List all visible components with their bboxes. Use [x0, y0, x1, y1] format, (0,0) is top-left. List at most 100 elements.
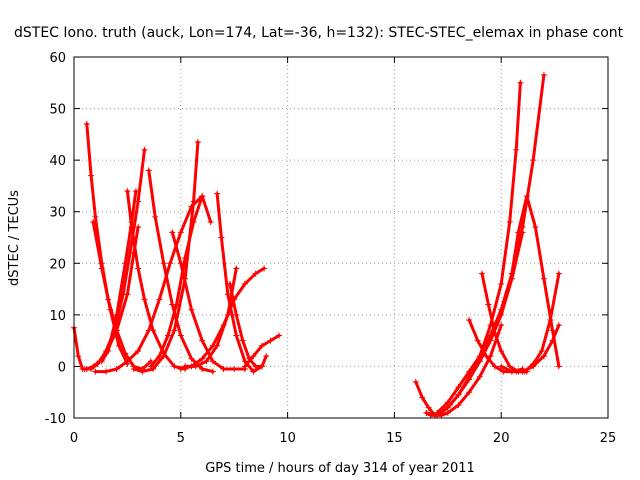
- chart-title: dSTEC Iono. truth (auck, Lon=174, Lat=-3…: [14, 25, 624, 41]
- data-point: [508, 270, 515, 277]
- series-16: [241, 332, 283, 370]
- y-tick-label: -10: [45, 412, 66, 427]
- data-point: [147, 358, 154, 365]
- data-point: [444, 409, 451, 416]
- data-point: [498, 363, 505, 370]
- data-point: [156, 353, 163, 360]
- data-point: [474, 337, 481, 344]
- data-point: [203, 358, 210, 365]
- data-point: [177, 366, 184, 373]
- data-point: [523, 193, 530, 200]
- series-6: [124, 188, 189, 373]
- data-point: [209, 358, 216, 365]
- data-point: [171, 363, 178, 370]
- data-point: [547, 317, 554, 324]
- data-point: [124, 291, 131, 298]
- y-tick-label: 60: [49, 51, 66, 66]
- data-point: [209, 342, 216, 349]
- data-point: [466, 389, 473, 396]
- data-point: [487, 332, 494, 339]
- series-line: [125, 189, 187, 371]
- series-line: [215, 192, 268, 374]
- data-point: [521, 368, 528, 375]
- series-17: [412, 322, 505, 419]
- data-point: [135, 198, 142, 205]
- data-point: [555, 363, 562, 370]
- series-4: [90, 219, 131, 367]
- series-25: [513, 270, 562, 375]
- data-point: [555, 270, 562, 277]
- data-point: [498, 280, 505, 287]
- data-point: [263, 353, 270, 360]
- data-point: [199, 337, 206, 344]
- data-point: [214, 190, 221, 197]
- series-19: [423, 229, 526, 419]
- series-9: [130, 139, 201, 375]
- data-point: [224, 291, 231, 298]
- data-point: [226, 280, 233, 287]
- data-point: [491, 329, 498, 336]
- data-point: [455, 402, 462, 409]
- series-5: [98, 188, 139, 365]
- data-point: [498, 322, 505, 329]
- data-point: [455, 391, 462, 398]
- data-point: [485, 301, 492, 308]
- y-tick-label: 10: [49, 309, 66, 324]
- data-point: [90, 219, 97, 226]
- data-point: [258, 363, 265, 370]
- data-point: [506, 219, 513, 226]
- data-point: [491, 363, 498, 370]
- data-point: [92, 368, 99, 375]
- series-20: [434, 72, 547, 416]
- y-tick-label: 0: [58, 360, 66, 375]
- data-point: [540, 353, 547, 360]
- data-point: [549, 327, 556, 334]
- data-point: [164, 332, 171, 339]
- data-point: [540, 275, 547, 282]
- data-point: [233, 265, 240, 272]
- data-point: [156, 296, 163, 303]
- x-tick-label: 20: [493, 431, 510, 446]
- data-point: [261, 265, 268, 272]
- data-point: [466, 376, 473, 383]
- data-point: [478, 270, 485, 277]
- data-point: [250, 353, 257, 360]
- data-point: [190, 219, 197, 226]
- data-point: [135, 224, 142, 231]
- data-point: [169, 229, 176, 236]
- data-point: [88, 366, 95, 373]
- axis-ticks: 0 5 10 15 20 25 -10 0 10 20 30 40 50 60: [45, 51, 617, 446]
- data-point: [132, 188, 139, 195]
- data-point: [92, 213, 99, 220]
- data-point: [476, 373, 483, 380]
- data-point: [419, 394, 426, 401]
- data-point: [81, 366, 88, 373]
- data-point: [476, 353, 483, 360]
- data-point: [124, 358, 131, 365]
- data-point: [194, 139, 201, 146]
- series-23: [508, 193, 562, 370]
- data-point: [517, 79, 524, 86]
- data-point: [135, 347, 142, 354]
- data-point: [83, 121, 90, 128]
- data-point: [455, 384, 462, 391]
- data-point: [555, 322, 562, 329]
- data-series: [71, 72, 562, 419]
- data-point: [182, 255, 189, 262]
- data-point: [124, 188, 131, 195]
- data-point: [466, 368, 473, 375]
- data-point: [75, 353, 82, 360]
- series-15: [226, 280, 265, 370]
- data-point: [139, 368, 146, 375]
- data-point: [231, 366, 238, 373]
- data-point: [532, 224, 539, 231]
- x-tick-label: 5: [177, 431, 185, 446]
- data-point: [207, 219, 214, 226]
- data-point: [199, 193, 206, 200]
- data-point: [498, 347, 505, 354]
- y-tick-label: 50: [49, 103, 66, 118]
- data-point: [107, 306, 114, 313]
- data-point: [267, 337, 274, 344]
- data-point: [160, 260, 167, 267]
- data-point: [115, 342, 122, 349]
